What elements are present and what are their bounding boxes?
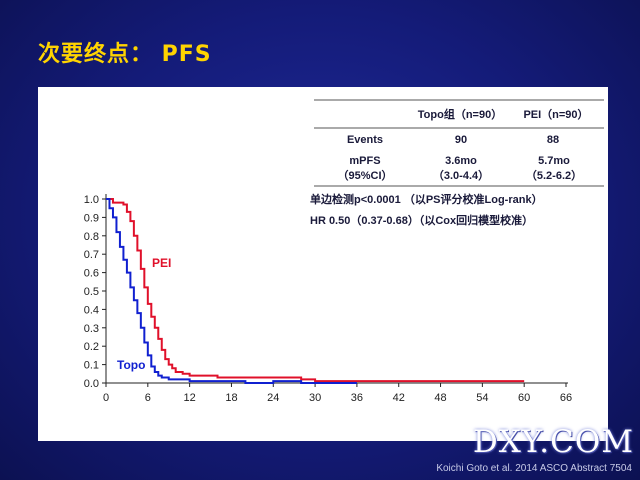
y-tick-label: 0.9: [84, 212, 99, 224]
km-chart: Topo组（n=90） PEI（n=90） Events 90 88 mPFS …: [84, 99, 604, 404]
y-tick-label: 0.6: [84, 268, 99, 280]
curve-pei: [106, 198, 525, 383]
row-label-mpfs: mPFS: [349, 155, 380, 167]
watermark-logo: DXY.COM: [472, 424, 634, 460]
mpfs-pei: 5.7mo: [538, 155, 570, 167]
y-tick-label: 0.2: [84, 341, 99, 353]
figure-panel: Topo组（n=90） PEI（n=90） Events 90 88 mPFS …: [38, 87, 608, 441]
x-tick-label: 18: [225, 392, 237, 404]
y-tick-label: 0.5: [84, 286, 99, 298]
y-tick-label: 0.0: [84, 378, 99, 390]
x-tick-label: 66: [560, 392, 572, 404]
survival-curves: [106, 198, 525, 384]
x-ticks: 0 6 12 18 24 30 36 42 48 54 60 66: [103, 383, 572, 404]
y-ticks: 0.0 0.1 0.2 0.3 0.4 0.5 0.6 0.7 0.8 0.9 1.0: [84, 194, 106, 390]
y-tick-label: 0.8: [84, 231, 99, 243]
y-tick-label: 0.4: [84, 304, 99, 316]
y-tick-label: 0.3: [84, 323, 99, 335]
curve-topo: [106, 198, 357, 384]
series-label-topo: Topo: [117, 358, 145, 372]
ci-pei: （5.2-6.2）: [526, 169, 582, 182]
events-topo: 90: [455, 134, 467, 146]
events-pei: 88: [547, 134, 559, 146]
y-tick-label: 1.0: [84, 194, 99, 206]
row-label-ci: （95%CI）: [337, 169, 392, 182]
x-tick-label: 30: [309, 392, 321, 404]
results-table: Topo组（n=90） PEI（n=90） Events 90 88 mPFS …: [310, 99, 604, 227]
table-header-topo: Topo组（n=90）: [418, 107, 502, 121]
series-label-pei: PEI: [152, 256, 171, 270]
x-tick-label: 0: [103, 392, 109, 404]
x-tick-label: 48: [434, 392, 446, 404]
x-tick-label: 36: [351, 392, 363, 404]
note-hr: HR 0.50（0.37-0.68）（以Cox回归模型校准）: [310, 213, 533, 227]
y-tick-label: 0.1: [84, 360, 99, 372]
mpfs-topo: 3.6mo: [445, 155, 477, 167]
x-tick-label: 60: [518, 392, 530, 404]
note-pvalue: 单边检测p<0.0001 （以PS评分校准Log-rank）: [310, 192, 543, 206]
x-tick-label: 24: [267, 392, 279, 404]
x-tick-label: 6: [145, 392, 151, 404]
slide-title: 次要终点： PFS: [38, 42, 212, 67]
y-tick-label: 0.7: [84, 249, 99, 261]
ci-topo: （3.0-4.4）: [433, 169, 489, 182]
x-tick-label: 54: [476, 392, 488, 404]
x-tick-label: 12: [184, 392, 196, 404]
x-tick-label: 42: [393, 392, 405, 404]
row-label-events: Events: [347, 134, 383, 146]
citation: Koichi Goto et al. 2014 ASCO Abstract 75…: [436, 463, 632, 474]
table-header-pei: PEI（n=90）: [523, 108, 588, 121]
